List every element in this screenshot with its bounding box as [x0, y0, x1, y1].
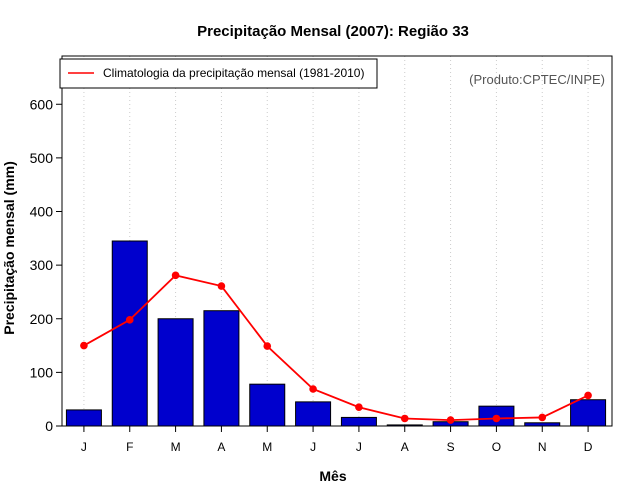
- x-tick-label: A: [217, 440, 225, 454]
- climatology-point: [446, 416, 455, 424]
- x-tick-label: A: [401, 440, 409, 454]
- y-tick-label: 300: [30, 257, 54, 273]
- x-tick-label: N: [538, 440, 547, 454]
- bar-J: [65, 409, 102, 427]
- y-axis-title: Precipitação mensal (mm): [1, 161, 17, 335]
- climatology-point: [309, 385, 317, 393]
- legend-box: [59, 58, 378, 89]
- climatology-point: [171, 271, 180, 280]
- climatology-point: [217, 282, 226, 290]
- y-axis: 0 100 200 300 400 500 600: [30, 96, 62, 434]
- x-axis-title: Mês: [319, 468, 346, 484]
- x-tick-label: J: [81, 440, 87, 454]
- climatology-point: [492, 414, 501, 423]
- bar-M: [157, 318, 194, 427]
- bar-F: [111, 240, 148, 427]
- chart-title: Precipitação Mensal (2007): Região 33: [197, 23, 469, 40]
- y-tick-label: 100: [30, 364, 54, 380]
- y-tick-label: 400: [30, 204, 54, 220]
- bar-J: [295, 401, 332, 427]
- climatology-point: [125, 316, 134, 324]
- y-tick-label: 600: [30, 96, 54, 112]
- climatology-point: [263, 342, 272, 350]
- legend: Climatologia da precipitação mensal (198…: [59, 58, 378, 89]
- bar-A: [203, 310, 240, 427]
- plot-frame: [61, 55, 613, 427]
- climatology-point: [355, 403, 363, 412]
- x-tick-label: S: [447, 440, 455, 454]
- legend-label: Climatologia da precipitação mensal (198…: [103, 66, 364, 80]
- x-tick-label: J: [356, 440, 362, 454]
- climatology-line: [83, 274, 589, 422]
- x-tick-label: O: [492, 440, 501, 454]
- credit-text: (Produto:CPTEC/INPE): [469, 72, 605, 87]
- bar-M: [249, 383, 286, 427]
- climatology-series: [80, 271, 592, 424]
- bar-J: [340, 416, 377, 427]
- x-tick-label: M: [171, 440, 181, 454]
- x-tick-label: J: [310, 440, 316, 454]
- y-tick-label: 200: [30, 311, 54, 327]
- climatology-point: [584, 391, 592, 400]
- climatology-point: [538, 413, 547, 422]
- climatology-point: [80, 341, 88, 350]
- y-tick-label: 500: [30, 150, 54, 166]
- x-tick-label: F: [126, 440, 133, 454]
- x-tick-label: D: [584, 440, 593, 454]
- x-tick-label: M: [262, 440, 272, 454]
- bar-D: [570, 399, 607, 427]
- y-tick-label: 0: [45, 418, 53, 434]
- climatology-point: [400, 414, 409, 423]
